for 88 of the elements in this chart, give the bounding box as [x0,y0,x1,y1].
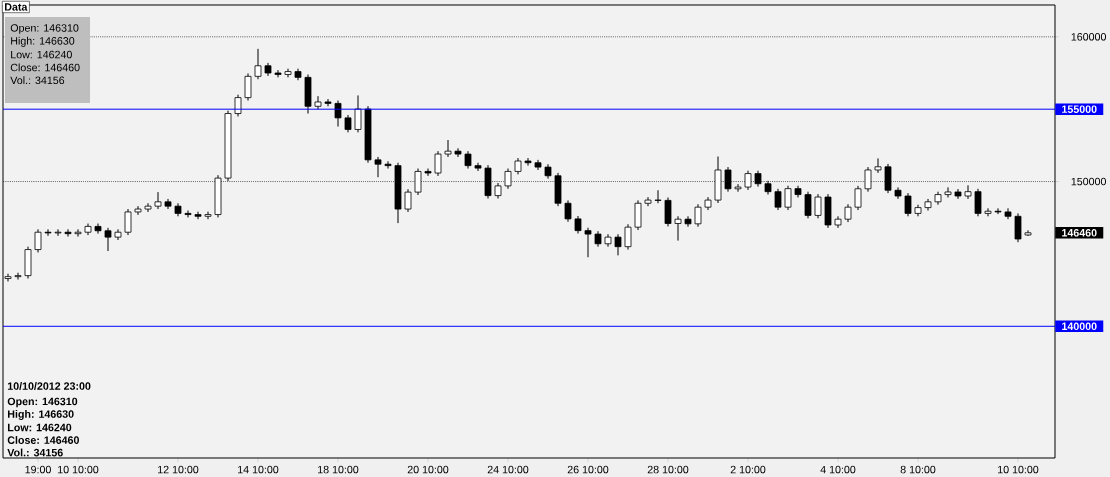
candlestick [54,228,62,237]
candlestick [874,157,882,174]
candlestick [314,95,322,110]
candlestick [44,228,52,237]
x-tick-label: 10 10:00 [998,465,1039,474]
x-tick-label: 8 10:00 [900,465,936,474]
x-tick-label: 12 10:00 [158,465,199,474]
annotation: 10/10/2012 23:00 [7,382,91,390]
text: 146460 [1062,229,1097,237]
candlestick [444,139,452,158]
candlestick [984,207,992,217]
candlestick [474,162,482,172]
candlestick [1014,212,1022,243]
candlestick [104,227,112,252]
x-tick-label: 28 10:00 [647,465,689,474]
candlestick [64,228,72,238]
candlestick [204,211,212,220]
candlestick [14,272,22,281]
ref-line-label: 140000 [1062,322,1097,331]
candlestick [74,228,82,238]
candlestick [784,185,792,211]
annotation: Open: 146310 [7,397,78,408]
candlestick [414,168,422,196]
y-tick-label: 150000 [1071,177,1106,186]
candlestick [114,228,122,241]
candlestick [624,223,632,251]
annotation: Close: 146460 [7,436,79,444]
x-tick-label: 20 10:00 [407,465,449,474]
candlestick [244,72,252,102]
candlestick [254,48,262,80]
candlestick [694,203,702,228]
annotation: Data [4,3,28,11]
annotation: Close: 146460 [10,63,80,72]
annotation: High: 146630 [7,409,74,420]
candlestick [184,210,192,218]
candlestick [424,168,432,177]
candlestick [324,98,332,107]
candlestick [804,191,812,219]
candlestick [734,183,742,193]
candlestick [654,189,662,204]
candlestick [1004,207,1012,220]
candlestick [454,147,462,158]
candlestick [564,199,572,223]
x-tick-label: 2 10:00 [730,465,766,474]
x-tick-label: 18 10:00 [318,465,359,474]
candlestick [194,211,202,220]
candlestick [524,157,532,167]
candlestick [814,193,822,219]
candlestick [234,94,242,117]
candlestick [664,196,672,227]
ref-line-label: 155000 [1062,105,1097,113]
x-tick-label: 24 10:00 [487,465,529,474]
x-tick-label: 4 10:00 [820,465,856,474]
candlestick [634,199,642,231]
candlestick [404,188,412,213]
candlestick [684,215,692,228]
candlestick [334,100,342,128]
candlestick [154,191,162,210]
annotation: High: 146630 [11,36,75,47]
x-tick-label: 19:00 [25,465,51,474]
annotation: Vol.: 34156 [10,76,65,85]
candlestick [774,188,782,211]
candlestick [944,186,952,198]
y-tick-label: 160000 [1071,33,1106,41]
candlestick [854,185,862,211]
annotation: Open: 146310 [10,24,79,34]
annotation: Vol.: 34156 [7,448,63,457]
candlestick [384,160,392,170]
annotation: Low: 146240 [7,423,72,432]
x-tick-label: 10 10:00 [58,465,99,474]
candlestick [94,223,102,235]
candlestick [964,184,972,200]
candlestick [34,228,42,253]
candlestick [274,69,282,78]
candlestick [144,202,152,213]
candlestick [994,207,1002,215]
candlestick [434,150,442,177]
candlestick [974,188,982,217]
candlestick [584,227,592,258]
candlestick [374,156,382,178]
candlestick [674,215,682,242]
x-tick-label: 26 10:00 [567,465,609,474]
candlestick [904,192,912,217]
candlestick [354,94,362,133]
candlestick [124,208,132,236]
annotation: Low: 146240 [11,50,72,59]
x-tick-label: 14 10:00 [238,465,279,474]
candlestick [614,233,622,256]
